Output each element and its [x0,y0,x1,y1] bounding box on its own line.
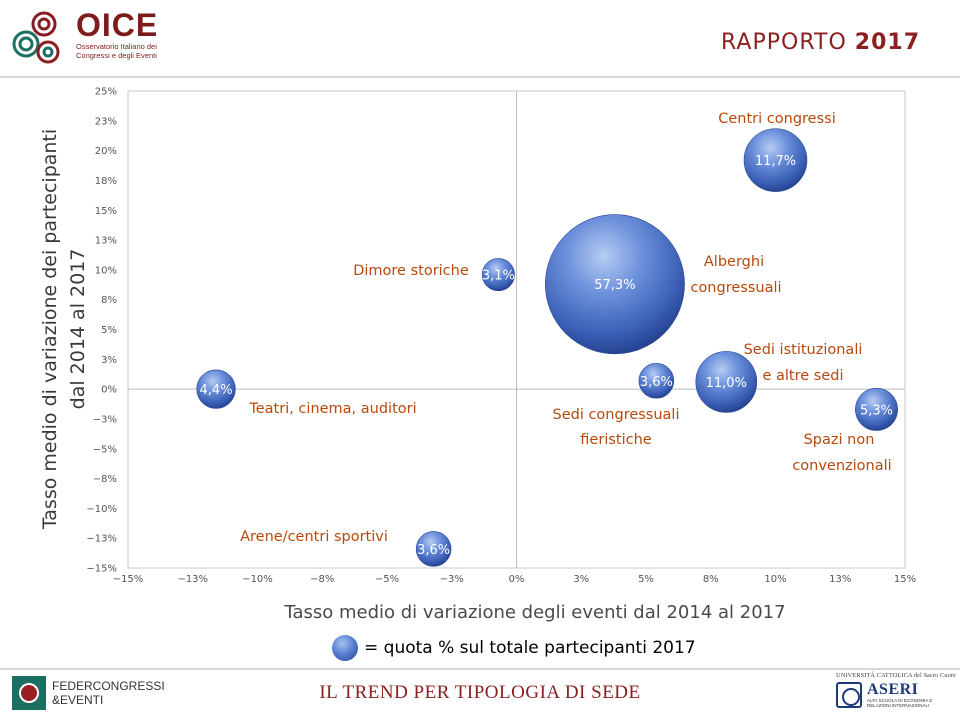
slide-header: OICE Osservatorio Italiano dei Congressi… [0,0,960,78]
category-label: Dimore storiche [353,263,469,279]
bubble [415,531,452,567]
category-label: Alberghi [704,254,764,270]
aseri-name: ASERI [867,681,919,698]
x-tick-label: −10% [242,574,273,585]
report-title: RAPPORTO 2017 [721,30,920,55]
legend-bubble-icon [332,635,358,661]
chart-legend: = quota % sul totale partecipanti 2017 [332,634,696,662]
x-tick-label: 13% [829,574,851,585]
category-label: convenzionali [792,458,891,474]
category-label: congressuali [690,280,781,296]
y-tick-label: 5% [101,325,117,336]
category-label: fieristiche [580,432,651,448]
y-tick-label: 25% [95,87,117,98]
oice-rings-icon [12,11,60,64]
bubble-value-label: 3,6% [640,375,673,390]
x-tick-label: 15% [894,574,916,585]
federcongressi-mark-icon [12,676,46,710]
x-tick-label: −8% [310,574,334,585]
x-tick-label: 5% [638,574,654,585]
header-divider [0,76,960,78]
logo-subtitle-line-2: Congressi e degli Eventi [76,51,157,60]
report-word: RAPPORTO [721,30,847,55]
y-tick-label: 8% [101,295,117,306]
y-tick-label: −15% [86,564,117,575]
x-axis-title: Tasso medio di variazione degli eventi d… [283,602,785,623]
bubble-value-label: 5,3% [860,403,893,418]
logo-name: OICE [76,7,159,43]
category-label: Teatri, cinema, auditori [248,401,416,417]
bubble-value-label: 11,7% [755,154,796,169]
y-tick-label: −13% [86,534,117,545]
category-label: Sedi congressuali [552,407,679,423]
bubble [481,258,515,292]
x-tick-label: −13% [177,574,208,585]
y-axis-title-line-2: dal 2014 al 2017 [67,249,89,410]
aseri-university: UNIVERSITÀ CATTOLICA del Sacro Cuore [836,672,956,679]
y-tick-label: −5% [93,444,117,455]
x-tick-label: −15% [113,574,144,585]
aseri-seal-icon [836,682,862,708]
y-tick-label: 0% [101,385,117,396]
bubble [743,128,808,192]
bubble-chart: −15% −13% −10% −8% −5% −3% 0% 3% 5% 8% 10% 13% 15% 25… [39,87,916,624]
category-label: Centri congressi [718,111,835,127]
federcongressi-line-2: &EVENTI [52,693,104,707]
bubble [695,351,758,413]
bubble-value-label: 3,1% [482,269,515,284]
footer-divider [0,668,960,670]
x-tick-label: 8% [703,574,719,585]
bubble-value-label: 4,4% [200,383,233,398]
federcongressi-line-1: FEDERCONGRESSI [52,679,165,693]
y-tick-label: 3% [101,355,117,366]
y-tick-label: −10% [86,504,117,515]
category-label: Arene/centri sportivi [240,529,388,545]
y-tick-label: 18% [95,176,117,187]
category-label: e altre sedi [762,368,843,384]
x-tick-label: 0% [509,574,525,585]
slide-title: IL TREND PER TIPOLOGIA DI SEDE [319,682,641,703]
category-label: Sedi istituzionali [744,342,863,358]
bubble [544,214,685,355]
legend-text: = quota % sul totale partecipanti 2017 [364,638,696,658]
x-tick-label: 10% [764,574,786,585]
y-axis-title-line-1: Tasso medio di variazione dei partecipan… [39,129,61,530]
federcongressi-logo: FEDERCONGRESSI &EVENTI [12,676,165,710]
x-tick-label: −5% [375,574,399,585]
aseri-logo: UNIVERSITÀ CATTOLICA del Sacro Cuore ASE… [836,672,956,716]
slide-footer: FEDERCONGRESSI &EVENTI IL TREND PER TIPO… [0,670,960,720]
y-tick-label: 13% [95,236,117,247]
category-label: Spazi non [804,432,875,448]
bubble-value-label: 11,0% [706,376,747,391]
y-tick-label: −3% [93,414,117,425]
x-tick-label: −3% [440,574,464,585]
bubble [196,369,236,409]
y-tick-label: 20% [95,146,117,157]
bubble-value-label: 3,6% [417,543,450,558]
x-tick-label: 3% [573,574,589,585]
y-tick-label: −8% [93,474,117,485]
y-tick-label: 23% [95,116,117,127]
y-tick-label: 15% [95,206,117,217]
bubble [855,387,898,431]
bubble-value-label: 57,3% [594,278,635,293]
report-year: 2017 [854,30,920,55]
logo-subtitle-line-1: Osservatorio Italiano dei [76,42,157,51]
bubble [638,363,675,399]
oice-logo: OICE Osservatorio Italiano dei Congressi… [10,8,170,70]
aseri-subtitle: ALTA SCUOLA DI ECONOMIA E RELAZIONI INTE… [867,698,933,708]
y-tick-label: 10% [95,265,117,276]
